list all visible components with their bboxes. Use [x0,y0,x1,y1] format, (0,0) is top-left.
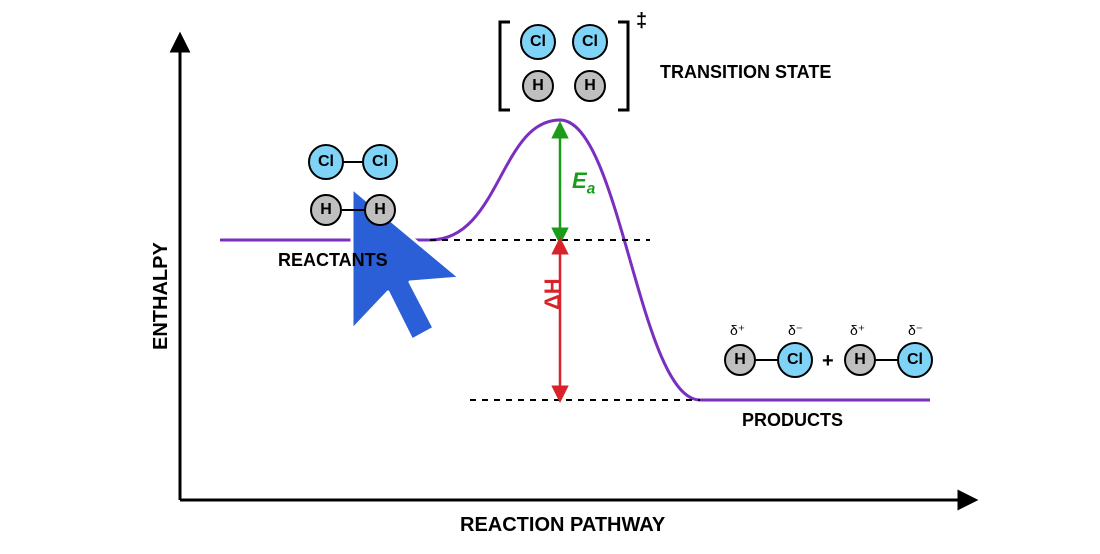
ts-bracket-right [618,22,628,110]
ts-cl2-atom: Cl [572,24,608,60]
reactant-clcl-bond [344,161,362,163]
ts-cl1-atom: Cl [520,24,556,60]
delta-h-delta: Δ [540,294,565,310]
product-h1-atom: H [724,344,756,376]
energy-diagram: REACTION PATHWAY ENTHALPY REACTANTS PROD… [0,0,1100,554]
product-bond-2 [876,359,897,361]
transition-state-label: TRANSITION STATE [660,62,831,83]
product-cl2-atom: Cl [897,342,933,378]
products-label: PRODUCTS [742,410,843,431]
partial-charge-cl2: δ⁻ [908,322,923,339]
partial-charge-cl1: δ⁻ [788,322,803,339]
reactant-h1-atom: H [310,194,342,226]
delta-h-label: ΔH [540,278,566,310]
product-plus-symbol: + [822,350,834,373]
double-dagger-symbol: ‡ [636,10,647,33]
ts-h1-atom: H [522,70,554,102]
delta-h-h: H [540,278,565,294]
reactant-cl1-atom: Cl [308,144,344,180]
reactant-h2-atom: H [364,194,396,226]
ts-h2-atom: H [574,70,606,102]
product-bond-1 [756,359,777,361]
reactant-hh-bond [342,209,364,211]
partial-charge-h1: δ⁺ [730,322,745,339]
y-axis-label: ENTHALPY [150,242,173,350]
ea-label-e: E [572,168,587,193]
reactants-label: REACTANTS [278,250,388,271]
ts-bracket-left [500,22,510,110]
reactant-cl2-atom: Cl [362,144,398,180]
ea-label-sub: a [587,180,596,197]
ea-label: Ea [572,168,595,198]
x-axis-label: REACTION PATHWAY [460,514,665,537]
product-h2-atom: H [844,344,876,376]
partial-charge-h2: δ⁺ [850,322,865,339]
product-cl1-atom: Cl [777,342,813,378]
